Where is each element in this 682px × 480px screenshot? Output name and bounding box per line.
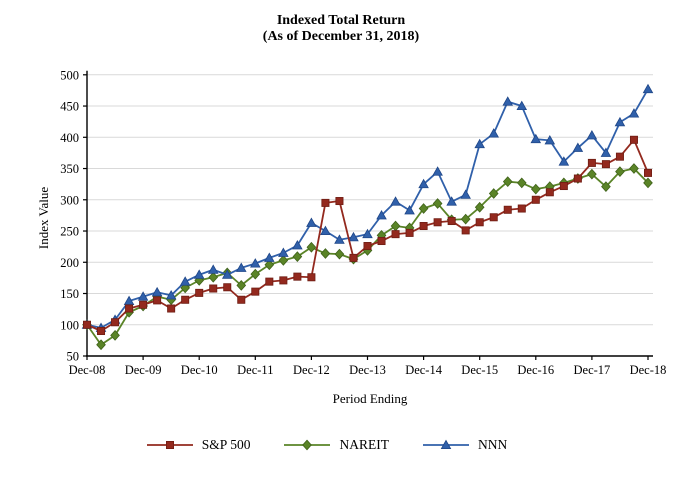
x-tick-label: Dec-10 [181,363,218,377]
x-tick-label: Dec-17 [574,363,611,377]
x-tick-label: Dec-09 [125,363,162,377]
series-s-p-500 [83,135,653,336]
y-tick-label: 350 [60,162,79,176]
series-line [86,167,649,346]
chart-legend: S&P 500 NAREIT NNN [0,437,668,453]
legend-item-sp500: S&P 500 [146,437,251,453]
y-tick-label: 50 [67,350,80,364]
chart-title: Indexed Total Return (As of December 31,… [0,13,682,45]
legend-label-nareit: NAREIT [339,437,389,452]
legend-item-nareit: NAREIT [284,437,389,453]
legend-label-nnn: NNN [477,437,508,452]
x-tick-label: Dec-14 [405,363,443,377]
series-nareit [82,163,653,351]
series-nnn [81,83,654,332]
y-tick-label: 100 [60,318,79,332]
gridlines [87,74,653,326]
y-tick-label: 400 [60,131,79,145]
x-tick-label: Dec-18 [630,363,667,377]
y-tick-labels: 50 100 150 200 250 300 350 400 450 500 [60,68,79,363]
y-tick-label: 150 [60,287,79,301]
legend-label-sp500: S&P 500 [201,437,251,452]
axes [83,70,653,360]
x-tick-label: Dec-16 [517,363,554,377]
nareit-line-marker-icon [284,439,331,451]
y-tick-label: 200 [60,256,79,270]
nnn-line-marker-icon [422,439,469,450]
x-tick-labels: Dec-08 Dec-09 Dec-10 Dec-11 Dec-12 Dec-13 Dec-… [69,363,667,377]
legend-item-nnn: NNN [422,437,508,453]
y-tick-label: 250 [60,225,79,239]
y-tick-label: 500 [60,68,79,82]
y-axis-title: Index Value [36,186,51,250]
y-tick-label: 300 [60,193,79,207]
y-tick-label: 450 [60,100,79,114]
x-tick-label: Dec-11 [237,363,273,377]
x-tick-label: Dec-12 [293,363,330,377]
x-tick-label: Dec-15 [461,363,498,377]
x-axis-title: Period Ending [332,391,408,406]
x-tick-label: Dec-13 [349,363,386,377]
chart-title-line2: (As of December 31, 2018) [262,29,420,44]
sp500-line-marker-icon [146,441,193,449]
x-tick-label: Dec-08 [69,363,106,377]
chart-title-line1: Indexed Total Return [276,13,406,28]
